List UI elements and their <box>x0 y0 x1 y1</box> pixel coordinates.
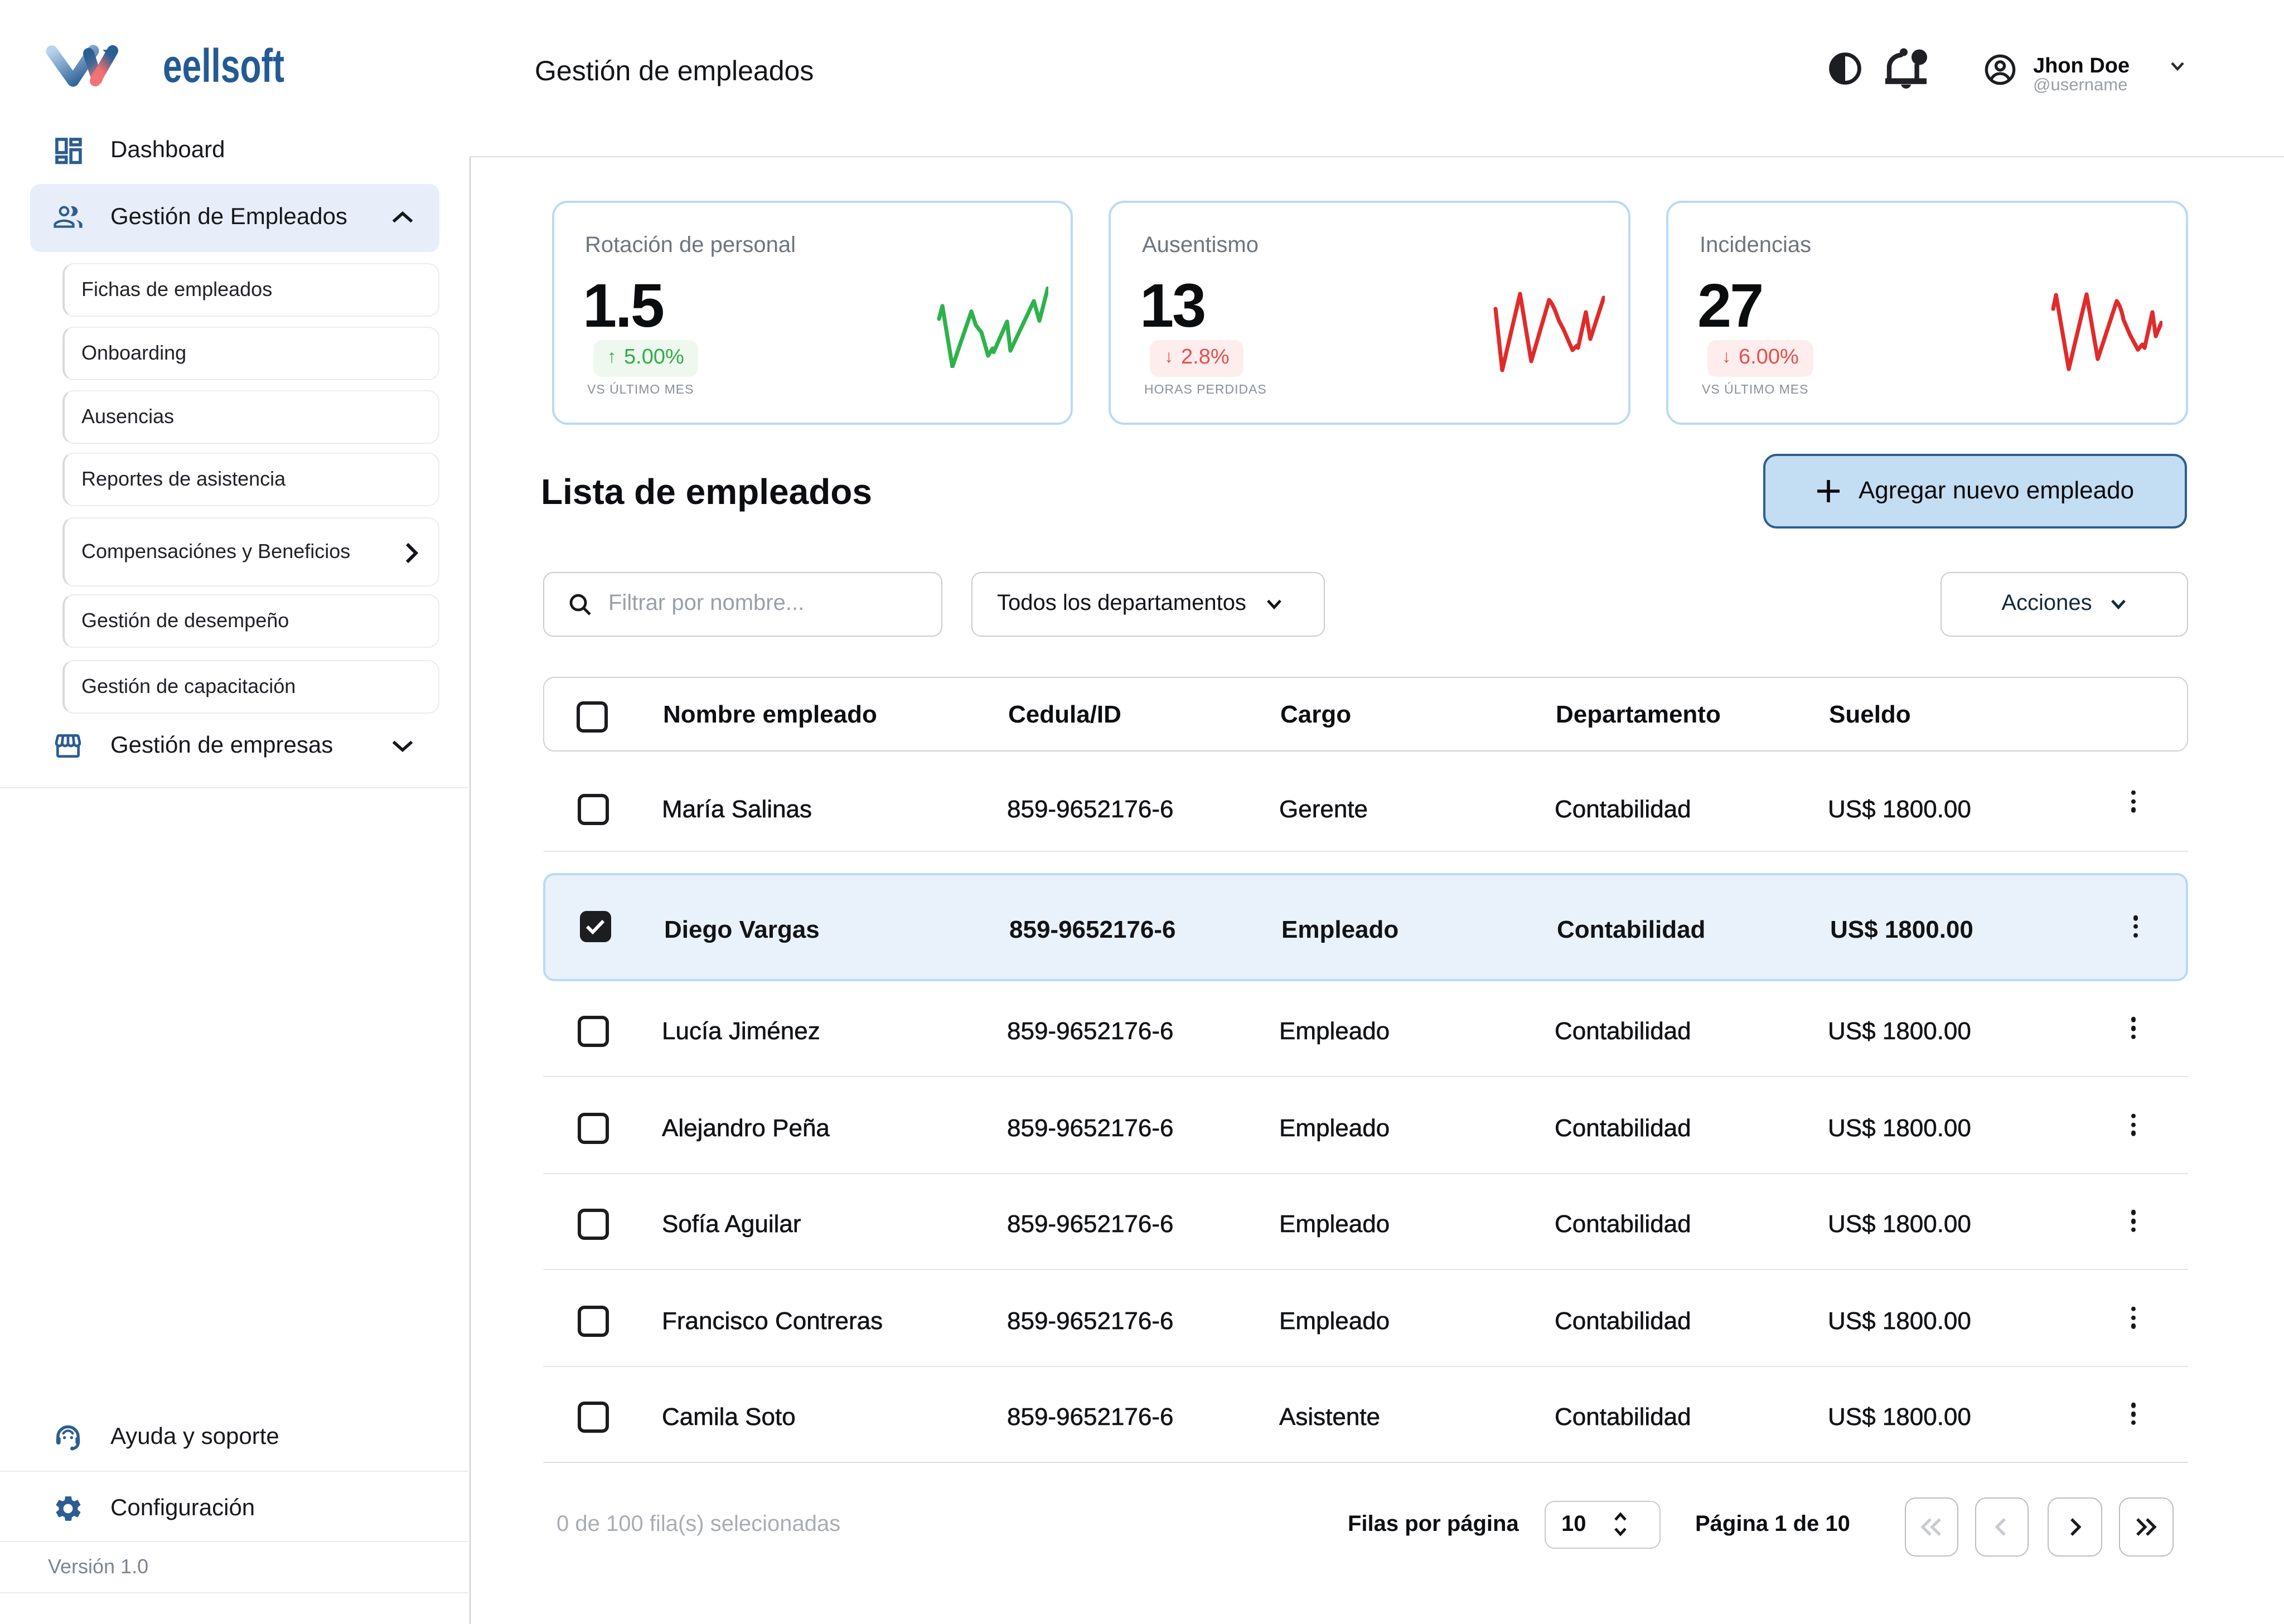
svg-text:eellsoft: eellsoft <box>163 45 284 87</box>
